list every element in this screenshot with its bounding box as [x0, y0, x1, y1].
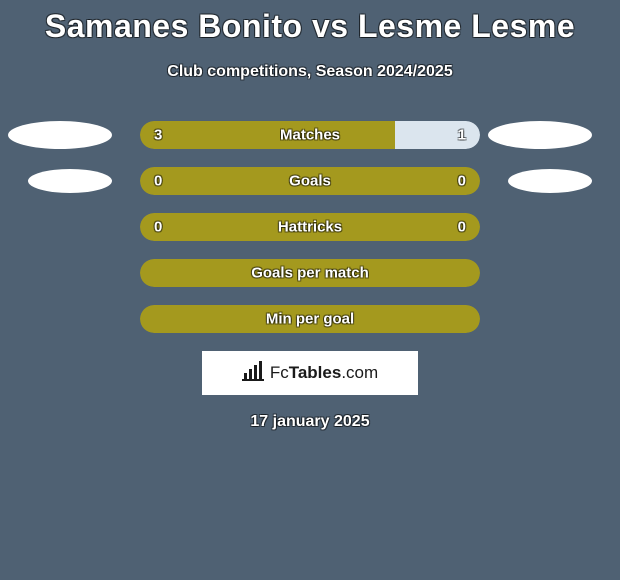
stat-bar: Goals per match [140, 259, 480, 287]
subtitle: Club competitions, Season 2024/2025 [0, 63, 620, 81]
stat-value-right: 1 [458, 127, 466, 144]
decor-ellipse-left [28, 169, 112, 193]
title-player1: Samanes Bonito [45, 8, 303, 44]
logo-chart-icon [242, 361, 264, 386]
bar-fill-left [140, 121, 395, 149]
logo-text: FcTables.com [270, 363, 378, 383]
stat-bar: 0 0 Goals [140, 167, 480, 195]
stat-row: Goals per match [0, 259, 620, 287]
stat-label: Matches [280, 127, 340, 144]
stat-bar: 3 1 Matches [140, 121, 480, 149]
stat-value-right: 0 [458, 173, 466, 190]
stat-value-left: 0 [154, 219, 162, 236]
title-vs: vs [312, 8, 349, 44]
stat-value-left: 3 [154, 127, 162, 144]
bar-fill-right [395, 121, 480, 149]
stat-label: Goals per match [251, 265, 369, 282]
date-text: 17 january 2025 [0, 413, 620, 431]
decor-ellipse-right [508, 169, 592, 193]
stat-value-left: 0 [154, 173, 162, 190]
stat-row: Min per goal [0, 305, 620, 333]
logo-text-main: Tables [289, 363, 342, 382]
decor-ellipse-right [488, 121, 592, 149]
stat-row: 0 0 Hattricks [0, 213, 620, 241]
stat-row: 0 0 Goals [0, 167, 620, 195]
stat-label: Min per goal [266, 311, 354, 328]
page-title: Samanes Bonito vs Lesme Lesme [0, 8, 620, 45]
logo-box: FcTables.com [202, 351, 418, 395]
stat-label: Hattricks [278, 219, 342, 236]
stat-row: 3 1 Matches [0, 121, 620, 149]
title-player2: Lesme Lesme [358, 8, 575, 44]
logo-text-prefix: Fc [270, 363, 289, 382]
stat-label: Goals [289, 173, 331, 190]
decor-ellipse-left [8, 121, 112, 149]
stat-value-right: 0 [458, 219, 466, 236]
stat-bar: 0 0 Hattricks [140, 213, 480, 241]
stat-bar: Min per goal [140, 305, 480, 333]
logo-text-suffix: .com [341, 363, 378, 382]
bar-fill-left [140, 167, 310, 195]
bar-fill-right [310, 167, 480, 195]
stat-rows: 3 1 Matches 0 0 Goals 0 0 Hattricks Goals per mat… [0, 121, 620, 333]
content-root: Samanes Bonito vs Lesme Lesme Club compe… [0, 0, 620, 580]
